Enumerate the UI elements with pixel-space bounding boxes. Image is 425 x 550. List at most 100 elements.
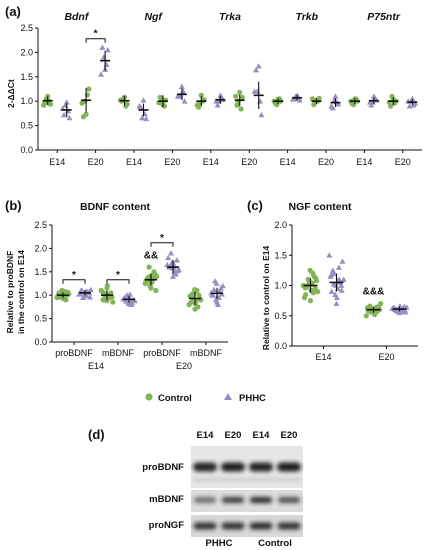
band-mbdnf [194, 497, 216, 503]
band-progf [221, 522, 245, 530]
age-group-label: E14 [88, 361, 104, 371]
panel-c-ylabel: Relative to control on E14 [261, 246, 271, 351]
panel-c-plot: 0.0 0.5 1.0 1.5 2.0 E14 E20 &&& [274, 220, 418, 362]
data-point-phhc [368, 102, 375, 108]
data-point-control [110, 299, 116, 305]
data-point-phhc [329, 267, 336, 273]
data-point-phhc [257, 98, 264, 104]
data-point-control [86, 86, 92, 92]
band-probdnf [193, 462, 217, 472]
significance-marker: * [94, 29, 98, 40]
data-point-control [309, 96, 315, 102]
x-tick-label: mBDNF [102, 348, 134, 358]
data-point-phhc [330, 281, 337, 287]
data-point-control [372, 311, 378, 318]
data-point-control [65, 289, 71, 295]
panel-b-ylabel-line1: Relative to proBDNF [5, 251, 15, 334]
data-point-phhc [340, 276, 347, 282]
x-tick-label: E20 [241, 157, 257, 167]
x-tick-label: E20 [88, 157, 104, 167]
x-tick-label: E14 [356, 157, 372, 167]
data-point-control [238, 106, 244, 112]
data-point-phhc [174, 93, 181, 99]
panel-a-ylabel: 2-ΔΔCt [6, 79, 16, 108]
data-point-control [153, 287, 159, 294]
age-group-label: E20 [176, 361, 192, 371]
data-point-phhc [339, 258, 346, 264]
data-point-control [388, 103, 394, 109]
legend-phhc-marker [224, 393, 232, 400]
data-point-phhc [136, 103, 143, 109]
data-point-phhc [290, 96, 297, 102]
y-tick-label: 1.0 [34, 290, 47, 300]
significance-bracket [106, 279, 130, 284]
panel-b-title: BDNF content [80, 201, 150, 213]
panel-b-ylabel-line2: in the control on E14 [16, 250, 26, 334]
data-point-phhc [173, 257, 180, 263]
data-point-control [79, 100, 85, 106]
band-progf [277, 522, 301, 530]
y-tick-label: 1.5 [20, 72, 33, 82]
legend-control-marker [145, 393, 153, 401]
band-mbdnf [278, 497, 300, 503]
data-point-phhc [79, 287, 86, 293]
data-point-control [154, 273, 160, 280]
data-point-phhc [139, 114, 146, 121]
blot-lane-labels: E14 E20 E14 E20 [197, 430, 298, 441]
data-point-control [198, 92, 204, 98]
significance-marker: * [72, 270, 76, 281]
panel-c: (c) NGF content Relative to control on E… [247, 198, 418, 362]
x-tick-label: E20 [395, 157, 411, 167]
data-point-phhc [214, 102, 221, 108]
group-label-control: Control [258, 538, 292, 549]
data-point-phhc [296, 97, 303, 103]
x-tick-label: proBDNF [143, 348, 181, 358]
lane-label: E14 [253, 430, 271, 441]
data-point-control [301, 295, 308, 301]
band-progf [249, 522, 273, 530]
x-tick-label: E20 [318, 157, 334, 167]
data-point-phhc [253, 66, 259, 73]
band-probdnf [249, 462, 273, 472]
significance-bracket [85, 38, 106, 43]
data-point-phhc [333, 294, 340, 300]
data-point-control [146, 264, 152, 270]
panel-c-title: NGF content [289, 201, 352, 213]
data-point-control [104, 283, 110, 289]
group-label-phhc: PHHC [206, 538, 233, 549]
x-tick-label: mBDNF [190, 348, 222, 358]
legend: Control PHHC [145, 393, 266, 404]
data-point-phhc [87, 286, 94, 292]
data-point-phhc [180, 88, 187, 94]
band-label-progf: proNGF [149, 520, 185, 531]
data-point-phhc [140, 97, 147, 103]
x-tick-label: E14 [203, 157, 219, 167]
data-point-phhc [328, 271, 335, 278]
data-point-phhc [141, 110, 148, 117]
band-probdnf [221, 462, 245, 472]
panel-a-letter: (a) [5, 4, 21, 19]
y-tick-label: 0.5 [274, 311, 287, 321]
data-point-control [194, 102, 200, 108]
data-point-phhc [104, 46, 111, 53]
data-point-phhc [338, 282, 345, 288]
y-tick-label: 2.5 [20, 23, 33, 33]
data-point-control [378, 301, 384, 307]
gene-label: P75ntr [367, 11, 401, 23]
significance-marker: * [116, 270, 120, 281]
data-point-phhc [333, 300, 340, 307]
x-tick-label: E14 [280, 157, 296, 167]
data-point-control [307, 267, 313, 273]
data-point-control [315, 289, 321, 295]
y-tick-label: 0.0 [274, 341, 287, 351]
band-label-probdnf: proBDNF [142, 462, 184, 473]
significance-marker: * [160, 233, 164, 244]
y-tick-label: 1.5 [274, 250, 287, 260]
data-point-phhc [326, 252, 333, 258]
data-point-phhc [178, 83, 185, 89]
data-point-phhc [410, 102, 417, 108]
gene-label: Ngf [144, 11, 163, 23]
significance-bracket [150, 242, 174, 247]
legend-control-label: Control [158, 393, 192, 404]
data-point-phhc [338, 287, 345, 293]
